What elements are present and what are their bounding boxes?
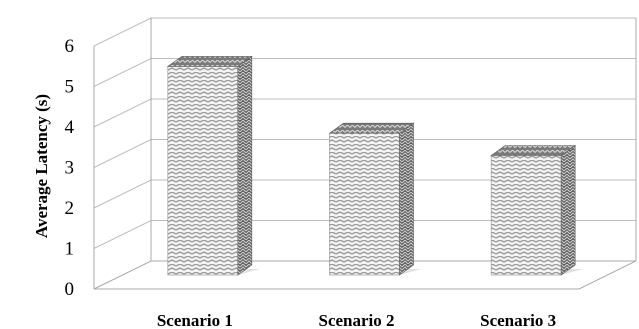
gridline (93, 17, 636, 47)
bar (166, 55, 260, 276)
y-tick-label: 6 (65, 36, 75, 57)
bar-top (490, 145, 577, 156)
y-tick-labels: 0 1 2 3 4 5 6 (65, 36, 75, 300)
y-tick-label: 3 (65, 158, 75, 179)
y-tick-label: 5 (65, 77, 75, 98)
category-label: Scenario 3 (480, 311, 556, 329)
bar-top (166, 56, 253, 67)
bar-side (399, 122, 414, 276)
bar-front (167, 66, 239, 276)
bar (328, 122, 422, 276)
y-tick-label: 1 (65, 239, 75, 260)
bars (166, 55, 584, 276)
category-label: Scenario 1 (157, 311, 233, 329)
y-tick-label: 0 (65, 279, 75, 300)
y-tick-label: 2 (65, 198, 75, 219)
chart-frame (93, 18, 637, 290)
bar-side (560, 144, 576, 276)
category-label: Scenario 2 (318, 311, 394, 329)
y-axis-title: Average Latency (s) (32, 94, 51, 238)
bar-front (329, 132, 400, 276)
category-labels: Scenario 1 Scenario 2 Scenario 3 (157, 311, 556, 329)
bar (490, 144, 584, 276)
bar-side (237, 55, 253, 276)
bar-top (328, 122, 415, 134)
y-tick-label: 4 (65, 117, 75, 138)
bar-front (490, 155, 562, 276)
